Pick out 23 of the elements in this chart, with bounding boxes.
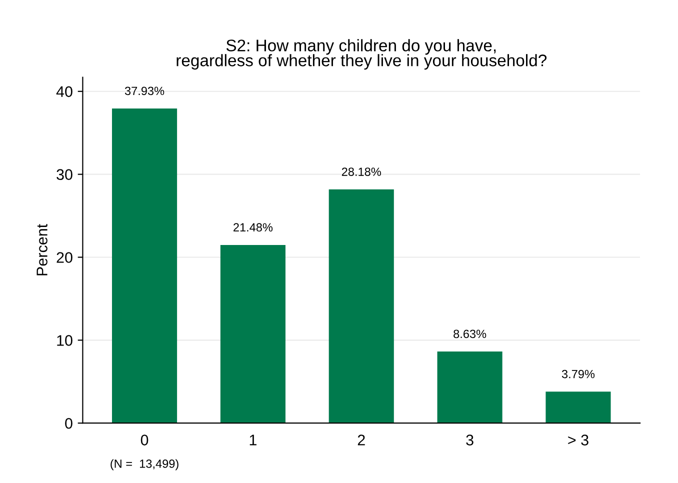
bar (220, 244, 286, 424)
data-label: 21.48% (234, 223, 273, 232)
data-label: 37.93% (124, 86, 164, 96)
y-tick-label: 20 (56, 252, 72, 263)
text: (N = 13,499) (110, 459, 178, 470)
y-tick-label: 10 (57, 335, 72, 346)
x-tick-label: 2 (358, 434, 365, 446)
data-label: 28.18% (342, 168, 381, 176)
bar (328, 189, 394, 424)
bar (112, 108, 178, 424)
x-tick-label: 0 (140, 434, 148, 446)
x-tick-label: 1 (250, 434, 256, 446)
y-tick-label: 30 (56, 169, 72, 180)
data-label: 3.79% (562, 370, 595, 378)
chart-title: S2: How many children do you have, regardless of whether they live in your household? (176, 39, 547, 70)
bar (437, 352, 502, 424)
y-tick-label: 0 (65, 418, 72, 429)
x-tick-label: 3 (466, 434, 474, 446)
y-tick-label: 40 (56, 86, 72, 98)
x-tick-label: > 3 (568, 434, 588, 446)
data-label: 8.63% (454, 330, 486, 338)
y-axis-title: Percent (36, 224, 48, 276)
bar (546, 392, 611, 424)
